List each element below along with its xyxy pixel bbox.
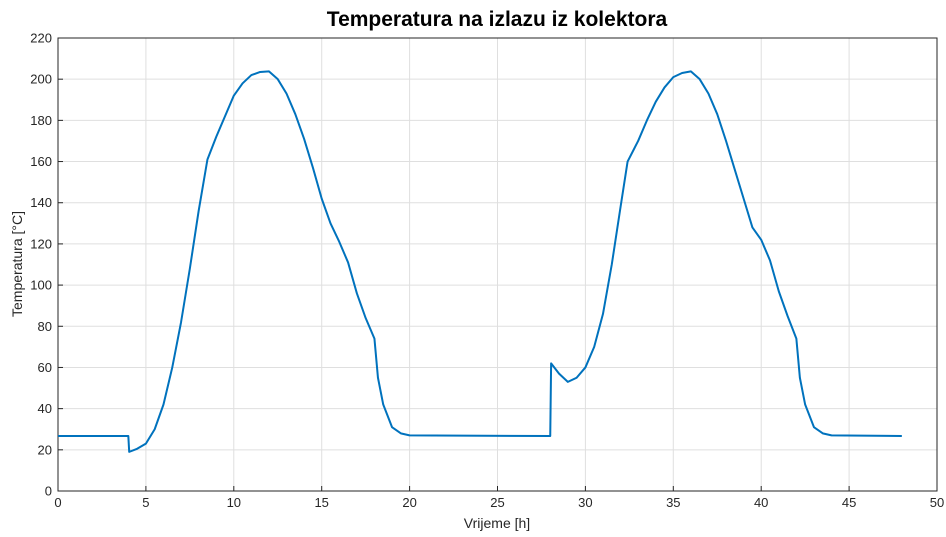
axes-box (57, 37, 938, 492)
y-tick-label: 180 (30, 113, 52, 128)
x-tick-label: 0 (54, 495, 61, 510)
x-tick-label: 40 (754, 495, 768, 510)
y-tick-label: 140 (30, 195, 52, 210)
y-axis-label: Temperatura [°C] (9, 211, 25, 317)
x-tick-label: 25 (490, 495, 504, 510)
x-axis-label: Vrijeme [h] (464, 515, 530, 531)
x-tick-label: 15 (314, 495, 328, 510)
x-tick-label: 5 (142, 495, 149, 510)
y-tick-label: 100 (30, 278, 52, 293)
chart-title: Temperatura na izlazu iz kolektora (327, 8, 668, 31)
y-tick-label: 200 (30, 72, 52, 87)
x-tick-label: 50 (930, 495, 944, 510)
x-tick-label: 45 (842, 495, 856, 510)
x-tick-label: 10 (227, 495, 241, 510)
y-tick-label: 220 (30, 31, 52, 46)
y-tick-label: 120 (30, 236, 52, 251)
y-tick-label: 40 (38, 401, 52, 416)
y-tick-label: 80 (38, 319, 52, 334)
y-tick-label: 20 (38, 442, 52, 457)
y-tick-label: 60 (38, 360, 52, 375)
x-tick-label: 20 (402, 495, 416, 510)
x-tick-label: 30 (578, 495, 592, 510)
y-tick-label: 0 (45, 484, 52, 499)
y-tick-label: 160 (30, 154, 52, 169)
x-tick-label: 35 (666, 495, 680, 510)
data-line (58, 70, 902, 453)
